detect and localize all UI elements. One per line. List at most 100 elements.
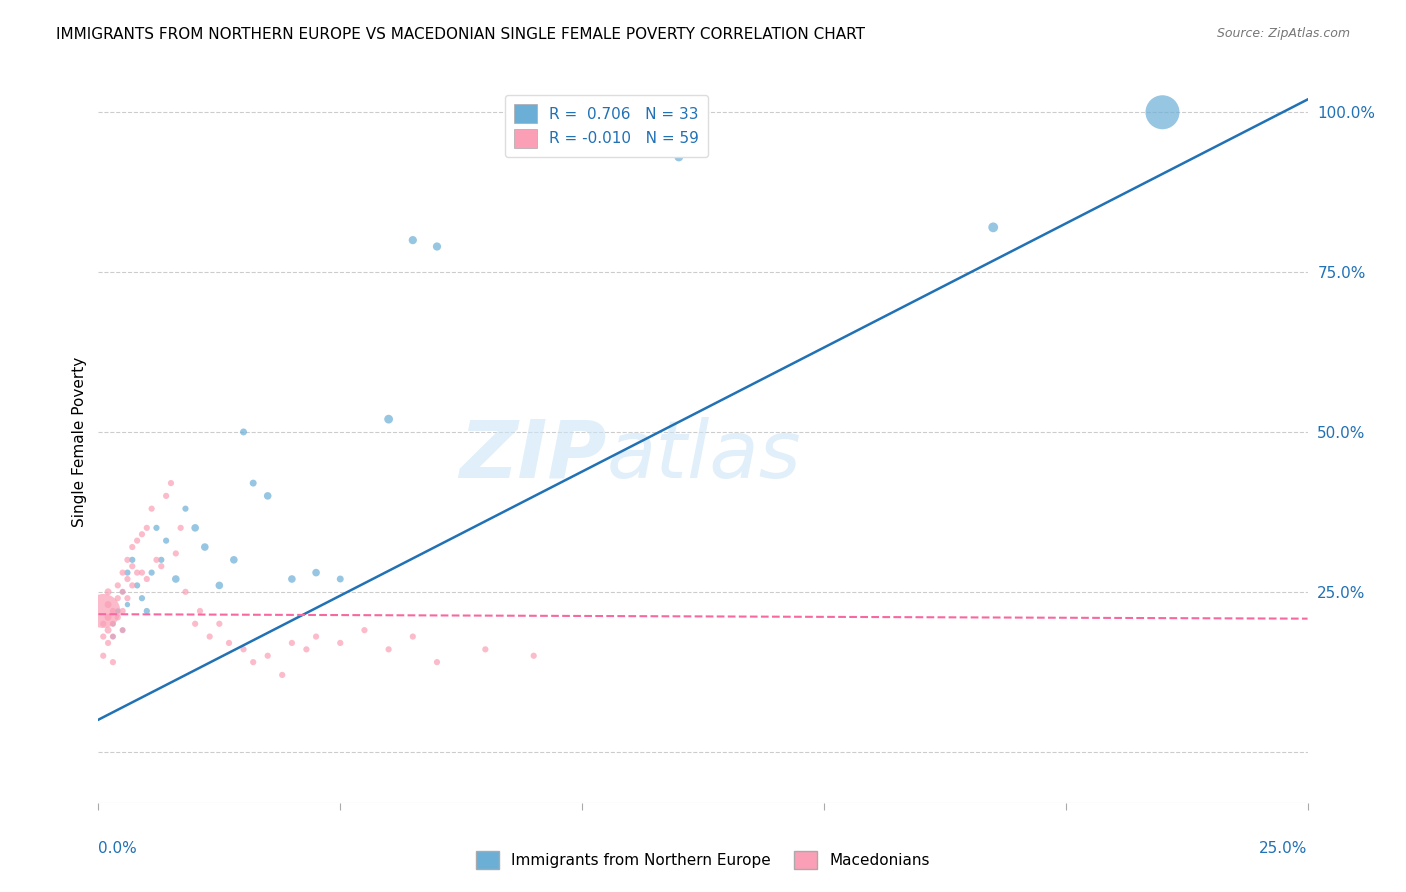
Point [353,623,375,637]
Point [218,636,240,650]
Point [981,220,1004,235]
Point [135,521,157,535]
Point [184,521,207,535]
Point [150,559,173,574]
Point [174,584,197,599]
Y-axis label: Single Female Poverty: Single Female Poverty [72,357,87,526]
Point [188,604,211,618]
Point [402,630,425,644]
Point [91,630,114,644]
Point [174,501,197,516]
Point [474,642,496,657]
Point [160,476,183,491]
Point [169,521,191,535]
Point [377,642,399,657]
Point [198,630,221,644]
Point [127,578,149,592]
Point [402,233,425,247]
Point [107,591,129,606]
Point [101,655,124,669]
Text: 0.0%: 0.0% [98,841,138,856]
Point [426,239,449,253]
Point [121,553,143,567]
Point [426,655,449,669]
Point [668,150,690,164]
Point [141,566,163,580]
Point [121,540,143,554]
Point [117,566,139,580]
Point [305,630,328,644]
Point [111,584,134,599]
Point [97,610,120,624]
Point [232,642,254,657]
Point [1152,105,1174,120]
Point [127,566,149,580]
Point [222,553,245,567]
Point [208,578,231,592]
Point [377,412,399,426]
Point [145,553,167,567]
Point [127,533,149,548]
Text: 25.0%: 25.0% [1260,841,1308,856]
Text: ZIP: ZIP [458,417,606,495]
Point [111,604,134,618]
Point [256,648,278,663]
Point [101,616,124,631]
Point [329,572,352,586]
Text: atlas: atlas [606,417,801,495]
Point [97,623,120,637]
Point [107,610,129,624]
Point [107,578,129,592]
Point [111,623,134,637]
Point [117,598,139,612]
Legend: Immigrants from Northern Europe, Macedonians: Immigrants from Northern Europe, Macedon… [470,845,936,875]
Text: Source: ZipAtlas.com: Source: ZipAtlas.com [1216,27,1350,40]
Point [121,559,143,574]
Point [117,591,139,606]
Point [523,648,546,663]
Point [281,572,304,586]
Point [117,553,139,567]
Point [101,630,124,644]
Point [111,566,134,580]
Point [91,616,114,631]
Point [305,566,328,580]
Point [329,636,352,650]
Point [150,553,173,567]
Point [232,425,254,439]
Point [271,668,294,682]
Point [91,604,114,618]
Point [117,572,139,586]
Point [242,655,264,669]
Text: IMMIGRANTS FROM NORTHERN EUROPE VS MACEDONIAN SINGLE FEMALE POVERTY CORRELATION : IMMIGRANTS FROM NORTHERN EUROPE VS MACED… [56,27,865,42]
Point [101,604,124,618]
Point [131,527,153,541]
Point [194,540,217,554]
Point [111,584,134,599]
Point [101,630,124,644]
Point [107,604,129,618]
Point [242,476,264,491]
Point [295,642,318,657]
Point [256,489,278,503]
Point [165,546,187,560]
Point [208,616,231,631]
Point [97,598,120,612]
Point [97,636,120,650]
Point [184,616,207,631]
Point [97,584,120,599]
Point [111,623,134,637]
Point [131,591,153,606]
Point [131,566,153,580]
Point [135,572,157,586]
Point [281,636,304,650]
Point [141,501,163,516]
Legend: R =  0.706   N = 33, R = -0.010   N = 59: R = 0.706 N = 33, R = -0.010 N = 59 [505,95,709,157]
Point [101,616,124,631]
Point [91,648,114,663]
Point [165,572,187,586]
Point [135,604,157,618]
Point [155,533,177,548]
Point [155,489,177,503]
Point [121,578,143,592]
